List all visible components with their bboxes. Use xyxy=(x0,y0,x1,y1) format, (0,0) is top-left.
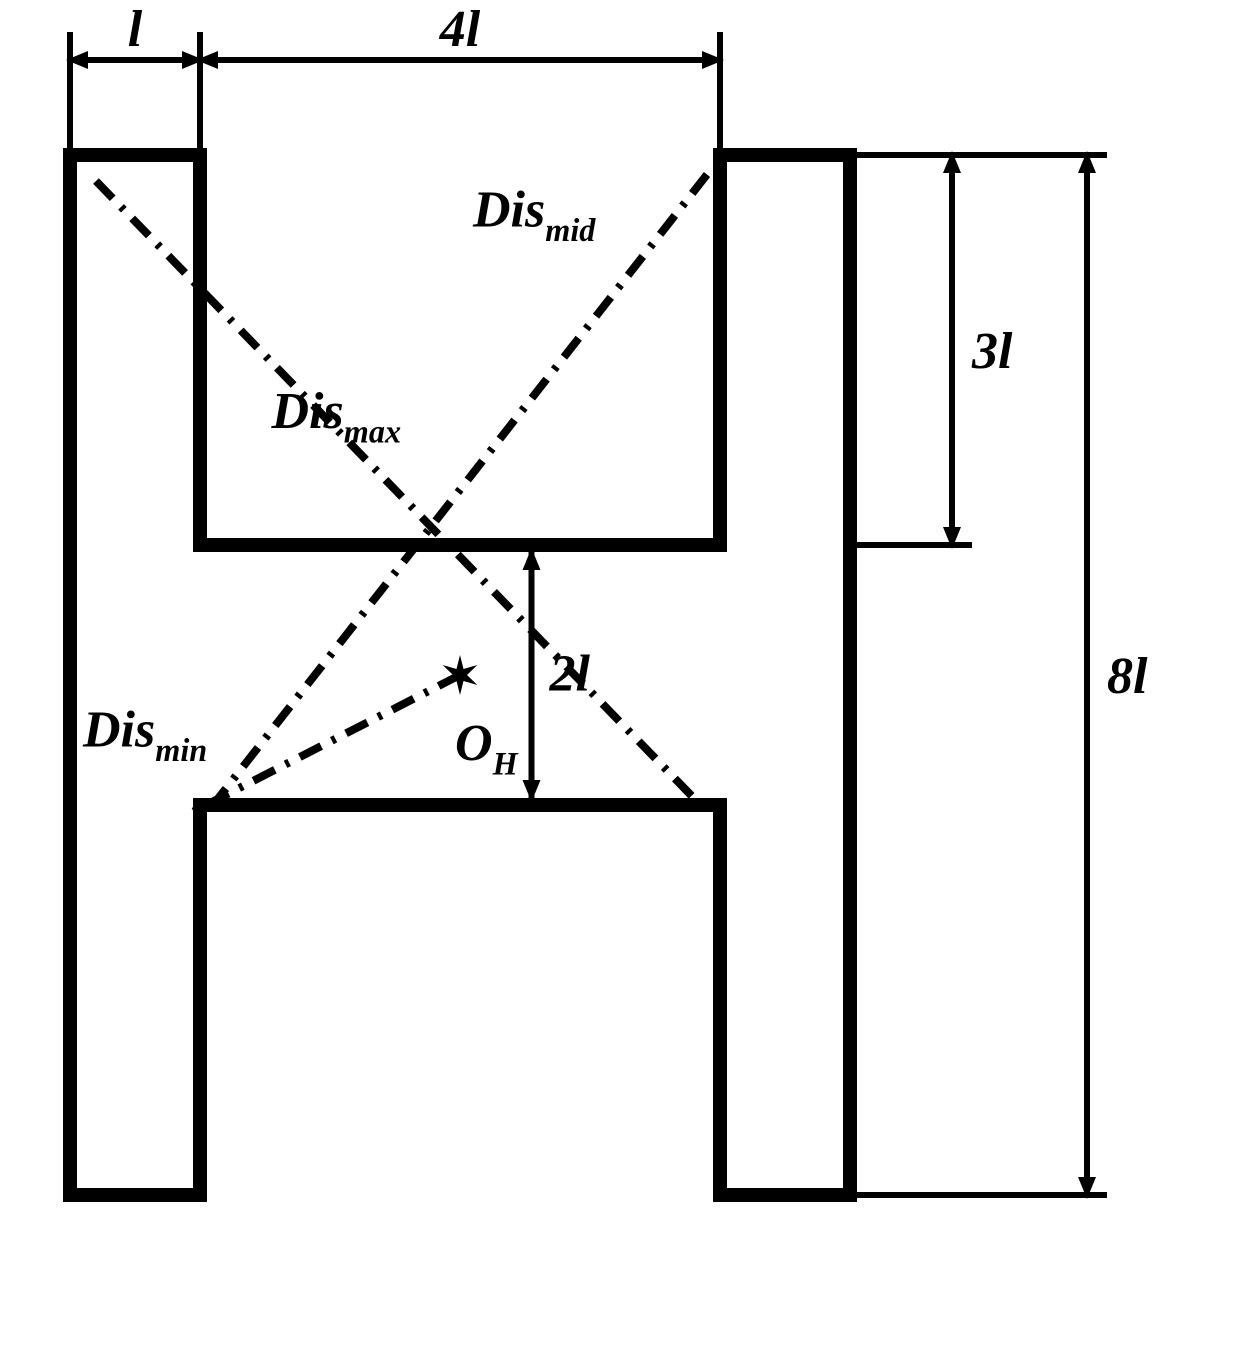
Dis_min-line xyxy=(194,675,461,812)
Dis_min-label: Dismin xyxy=(82,702,207,769)
Dis_max-label: Dismax xyxy=(271,383,402,450)
h-shape-diagram: Dismax Dismid Dismin OH l 4l 3l 8l 2l xyxy=(0,0,1240,1366)
dim-2l-label: 2l xyxy=(549,646,591,703)
Dis_max-line xyxy=(96,181,701,805)
dim-3l-label: 3l xyxy=(971,323,1013,380)
center-star-icon xyxy=(443,655,478,695)
Dis_mid-line xyxy=(213,175,707,806)
center-label: OH xyxy=(455,715,519,782)
dim-4l-label: 4l xyxy=(439,1,481,58)
Dis_mid-label: Dismid xyxy=(472,182,596,249)
dim-l-label: l xyxy=(128,1,143,58)
dim-8l-label: 8l xyxy=(1107,648,1148,705)
